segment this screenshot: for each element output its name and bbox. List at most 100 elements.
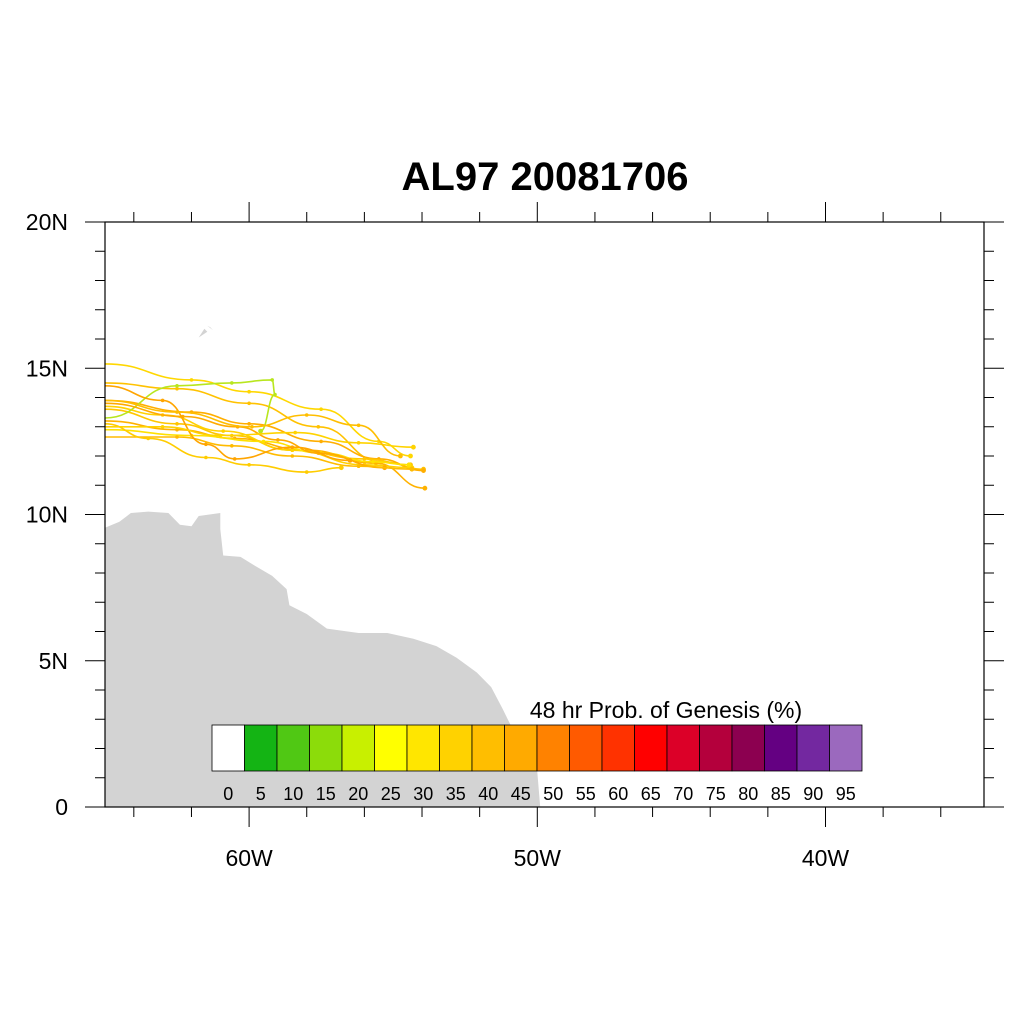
storm-track-6-point-2	[221, 429, 225, 433]
storm-track-12-point-5	[347, 458, 353, 463]
storm-track-3-point-3	[319, 439, 323, 444]
island-1	[198, 328, 208, 338]
storm-track-11-point-5	[338, 465, 344, 471]
storm-track-14-point-1	[175, 410, 179, 414]
storm-track-13-point-1	[160, 425, 165, 429]
colorbar-boxes	[211, 724, 863, 772]
colorbar-label: 90	[803, 784, 823, 804]
colorbar-label: 0	[223, 784, 233, 804]
colorbar-label: 70	[673, 784, 693, 804]
storm-track-1-point-2	[247, 389, 251, 394]
colorbar-label: 20	[348, 784, 368, 804]
colorbar-box	[244, 724, 278, 772]
colorbar-box	[211, 724, 245, 772]
latitude-labels: 0 5N 10N 15N 20N	[26, 209, 68, 820]
colorbar-box	[634, 724, 668, 772]
colorbar-box	[601, 724, 635, 772]
colorbar-label: 75	[706, 784, 726, 804]
storm-track-13-point-4	[356, 441, 361, 445]
colorbar-label: 25	[381, 784, 401, 804]
latitude-label: 10N	[26, 502, 68, 528]
colorbar-box	[374, 724, 408, 772]
axis-ticks	[85, 202, 1004, 827]
storm-track-1-point-3	[319, 407, 323, 412]
storm-track-12-point-3	[232, 457, 237, 461]
longitude-label: 50W	[514, 845, 562, 871]
storm-track-10-point-2	[230, 444, 234, 448]
storm-track-14-point-5	[398, 453, 403, 459]
colorbar-legend: 48 hr Prob. of Genesis (%) 0 5 10 15 20 25 30 3…	[211, 697, 863, 804]
storm-track-13-point-2	[218, 433, 223, 438]
storm-track-10-point-4	[356, 464, 361, 469]
colorbar-box	[341, 724, 375, 772]
storm-track-11-point-4	[304, 470, 309, 474]
storm-track-11-point-2	[204, 455, 208, 460]
longitude-labels: 60W 50W 40W	[225, 845, 849, 871]
colorbar-label: 5	[256, 784, 266, 804]
storm-track-7-point-1	[175, 384, 179, 388]
colorbar-box	[471, 724, 505, 772]
map-title: AL97 20081706	[402, 155, 689, 199]
storm-track-2-point-3	[316, 425, 321, 429]
storm-track-12-point-2	[204, 442, 208, 447]
storm-tracks-layer	[105, 363, 428, 491]
colorbar-box	[829, 724, 863, 772]
colorbar-label: 45	[511, 784, 531, 804]
storm-track-3-point-2	[247, 422, 251, 426]
colorbar-label: 85	[771, 784, 791, 804]
storm-track-10-point-3	[290, 454, 295, 458]
storm-track-3-point-5	[421, 468, 426, 473]
colorbar-label: 10	[283, 784, 303, 804]
latitude-label: 15N	[26, 355, 68, 381]
longitude-label: 40W	[802, 845, 850, 871]
storm-track-12	[105, 385, 351, 462]
storm-track-13-point-3	[293, 430, 298, 435]
storm-track-7-point-3	[270, 378, 275, 382]
storm-track-12-point-4	[290, 445, 295, 450]
storm-track-14-point-4	[356, 423, 361, 428]
storm-track-11-point-1	[146, 436, 150, 441]
colorbar-label: 50	[543, 784, 563, 804]
storm-track-14-point-3	[304, 413, 309, 417]
colorbar-box	[796, 724, 830, 772]
storm-track-14-point-2	[250, 425, 254, 429]
storm-track-4-point-4	[362, 457, 367, 461]
storm-track-11-point-3	[247, 463, 251, 467]
storm-track-6-point-3	[290, 448, 295, 453]
colorbar-label: 40	[478, 784, 498, 804]
colorbar-label: 35	[446, 784, 466, 804]
latitude-label: 20N	[26, 209, 68, 235]
storm-track-10-point-5	[409, 466, 415, 472]
colorbar-label: 55	[576, 784, 596, 804]
longitude-label: 60W	[225, 845, 273, 871]
storm-track-4-point-1	[175, 422, 179, 426]
storm-track-2-point-2	[247, 401, 251, 406]
colorbar-label: 80	[738, 784, 758, 804]
storm-track-8-point-4	[371, 460, 375, 464]
colorbar-label: 30	[413, 784, 433, 804]
island-2	[207, 325, 214, 331]
colorbar-box	[309, 724, 343, 772]
colorbar-box	[666, 724, 700, 772]
colorbar-labels: 0 5 10 15 20 25 30 35 40 45 50 55 60 65 70 75 80 85 90 95	[223, 784, 856, 804]
storm-track-1-point-1	[189, 378, 194, 382]
storm-track-7-point-4	[273, 392, 277, 397]
colorbar-label: 65	[641, 784, 661, 804]
storm-track-2-point-1	[175, 386, 179, 391]
colorbar-label: 15	[316, 784, 336, 804]
storm-track-8-point-2	[261, 439, 266, 444]
storm-track-1-point-5	[408, 453, 413, 459]
colorbar-label: 60	[608, 784, 628, 804]
storm-track-9	[105, 402, 385, 469]
storm-track-7-point-2	[230, 381, 234, 385]
colorbar-box	[569, 724, 603, 772]
colorbar-title: 48 hr Prob. of Genesis (%)	[530, 697, 802, 723]
storm-track-5	[105, 420, 425, 489]
storm-track-7-point-5	[258, 428, 263, 434]
storm-track-13-point-5	[411, 444, 416, 450]
colorbar-box	[699, 724, 733, 772]
storm-track-14	[105, 399, 401, 457]
colorbar-box	[536, 724, 570, 772]
colorbar-box	[406, 724, 440, 772]
